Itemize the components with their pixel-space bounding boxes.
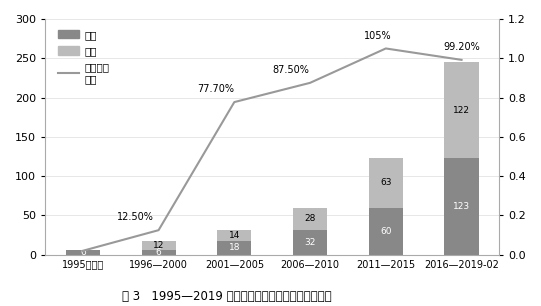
Bar	[293, 230, 327, 255]
Bar	[369, 158, 403, 207]
Text: 12: 12	[153, 241, 164, 250]
Bar	[445, 158, 479, 255]
Text: 123: 123	[453, 202, 470, 211]
Bar	[142, 250, 176, 255]
Bar	[369, 207, 403, 255]
Text: 14: 14	[229, 231, 240, 240]
Text: 图 3   1995—2019 年中国燃料电池汽车相关企业数量: 图 3 1995—2019 年中国燃料电池汽车相关企业数量	[122, 290, 332, 303]
Bar	[142, 241, 176, 250]
Text: 63: 63	[380, 178, 392, 187]
Text: 105%: 105%	[365, 31, 392, 41]
Bar	[445, 62, 479, 158]
Bar	[217, 230, 252, 241]
Text: 6: 6	[80, 248, 85, 257]
Bar	[293, 207, 327, 230]
Text: 32: 32	[305, 238, 316, 247]
Text: 12.50%: 12.50%	[117, 212, 154, 222]
Bar	[217, 241, 252, 255]
Legend: 原有, 新增, 企业数量
增速: 原有, 新增, 企业数量 增速	[55, 27, 112, 87]
Text: 87.50%: 87.50%	[273, 65, 309, 75]
Text: 28: 28	[305, 214, 316, 223]
Text: 6: 6	[156, 248, 161, 257]
Text: 18: 18	[228, 243, 240, 252]
Text: 99.20%: 99.20%	[443, 42, 480, 52]
Text: 60: 60	[380, 227, 392, 236]
Bar	[66, 250, 100, 255]
Text: 77.70%: 77.70%	[197, 84, 234, 94]
Text: 122: 122	[453, 106, 470, 115]
